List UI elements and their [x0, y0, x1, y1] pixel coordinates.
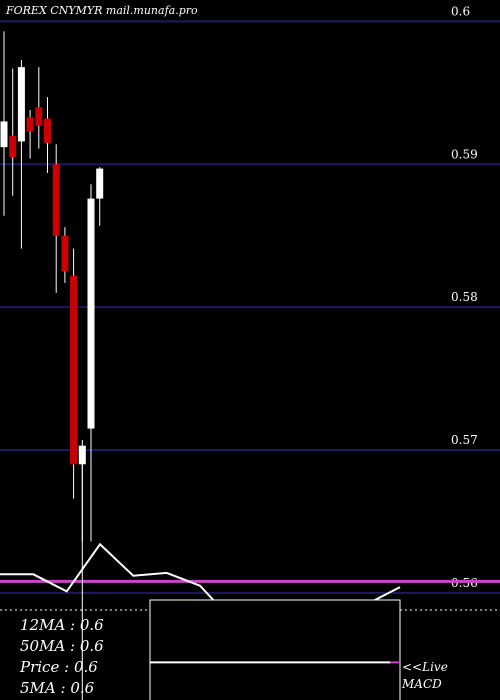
candle-body [96, 168, 104, 199]
candle-body [70, 275, 78, 465]
candle-body [44, 118, 51, 143]
candle-body [87, 198, 95, 429]
stat-value: 0.6 [70, 679, 94, 697]
stat-separator: : [65, 616, 80, 634]
macd-label: MACD [401, 677, 442, 691]
stat-value: 0.6 [80, 616, 104, 634]
live-label: <<Live [402, 660, 448, 674]
stat-label: 5MA [20, 679, 56, 697]
candle-body [78, 445, 86, 465]
stat-separator: : [65, 637, 80, 655]
stat-row-1: 50MA : 0.6 [20, 637, 104, 655]
stat-value: 0.6 [80, 637, 104, 655]
candle [9, 68, 17, 196]
stat-separator: : [59, 658, 74, 676]
candle-body [52, 164, 60, 236]
candle [0, 31, 8, 216]
candle-body [0, 121, 8, 148]
candle-body [9, 135, 17, 158]
stat-row-0: 12MA : 0.6 [20, 616, 104, 634]
candle [44, 97, 51, 173]
y-axis-ticks: 0.60.590.580.570.56 [451, 4, 478, 589]
candle [52, 144, 60, 293]
watermark: FOREX CNYMYR mail.munafa.pro [5, 4, 198, 17]
candle [26, 110, 34, 159]
candle [17, 60, 25, 249]
stat-label: 12MA [20, 616, 65, 634]
y-tick-label: 0.59 [451, 147, 478, 161]
stat-row-3: 5MA : 0.6 [20, 679, 95, 697]
candle [61, 227, 69, 283]
y-tick-label: 0.6 [451, 4, 470, 18]
candle-body [26, 117, 34, 132]
stat-label: Price [19, 658, 59, 676]
candle [70, 248, 78, 499]
candle [35, 67, 43, 149]
macd-panel [149, 599, 401, 700]
candles-layer [0, 31, 104, 542]
stat-label: 50MA [20, 637, 65, 655]
candle [96, 167, 104, 226]
stat-row-2: Price : 0.6 [19, 658, 98, 676]
stat-value: 0.6 [74, 658, 98, 676]
candle [87, 184, 95, 542]
candle-body [61, 235, 69, 272]
candle-body [35, 107, 43, 126]
candle-body [17, 67, 25, 142]
moving-average-line [0, 542, 401, 700]
y-tick-label: 0.58 [451, 290, 478, 304]
y-tick-label: 0.57 [451, 433, 478, 447]
stat-separator: : [56, 679, 71, 697]
